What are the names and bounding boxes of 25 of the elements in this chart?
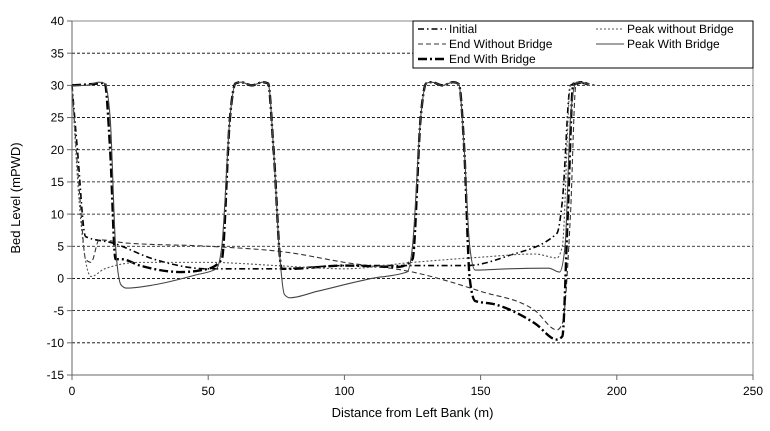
- legend-label: End Without Bridge: [449, 37, 553, 52]
- y-tick-label: -5: [53, 304, 64, 318]
- y-axis-title: Bed Level (mPWD): [8, 142, 23, 254]
- x-tick-label: 150: [470, 384, 491, 398]
- legend-label: End With Bridge: [449, 52, 536, 66]
- y-tick-label: -15: [46, 368, 64, 382]
- x-tick-label: 100: [334, 384, 355, 398]
- y-tick-label: 40: [50, 14, 64, 28]
- x-tick-label: 200: [606, 384, 628, 398]
- x-axis-title: Distance from Left Bank (m): [332, 405, 494, 420]
- x-tick-label: 250: [742, 384, 764, 398]
- y-tick-label: -10: [46, 336, 64, 350]
- y-tick-label: 30: [50, 78, 64, 93]
- y-tick-label: 5: [57, 239, 64, 254]
- y-tick-label: 10: [50, 207, 64, 222]
- legend-label: Peak without Bridge: [627, 22, 734, 36]
- x-tick-label: 50: [202, 384, 216, 398]
- y-tick-label: 15: [50, 175, 64, 190]
- legend-label: Peak With Bridge: [627, 37, 720, 52]
- legend-label: Initial: [449, 22, 478, 36]
- y-tick-label: 20: [50, 142, 64, 157]
- y-tick-label: 35: [50, 46, 64, 60]
- y-tick-label: 25: [50, 110, 64, 125]
- x-tick-label: 0: [68, 384, 76, 398]
- y-tick-label: 0: [57, 272, 64, 286]
